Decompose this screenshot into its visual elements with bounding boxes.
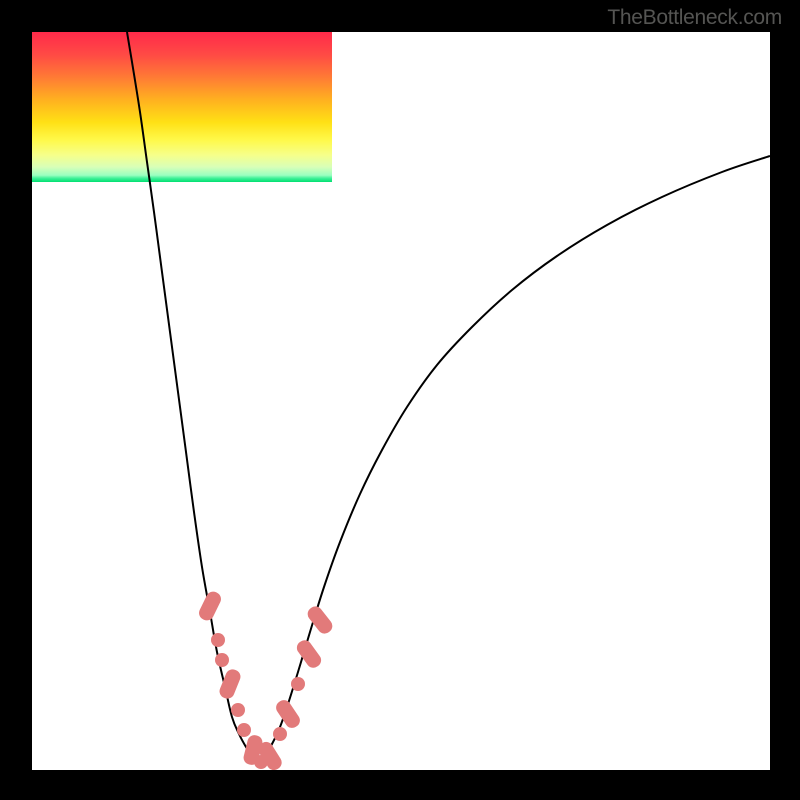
marker-circle: [231, 703, 245, 717]
curve-left-branch: [127, 32, 258, 762]
marker-circle: [273, 727, 287, 741]
marker-circle: [291, 677, 305, 691]
marker-circle: [211, 633, 225, 647]
chart-overlay: [32, 32, 770, 770]
marker-circle: [215, 653, 229, 667]
watermark: TheBottleneck.com: [607, 6, 782, 30]
marker-circle: [237, 723, 251, 737]
marker-pill: [294, 637, 324, 670]
marker-pill: [273, 697, 302, 730]
marker-pill: [197, 589, 224, 623]
plot-area: [32, 32, 770, 770]
curve-right-branch: [258, 156, 770, 762]
